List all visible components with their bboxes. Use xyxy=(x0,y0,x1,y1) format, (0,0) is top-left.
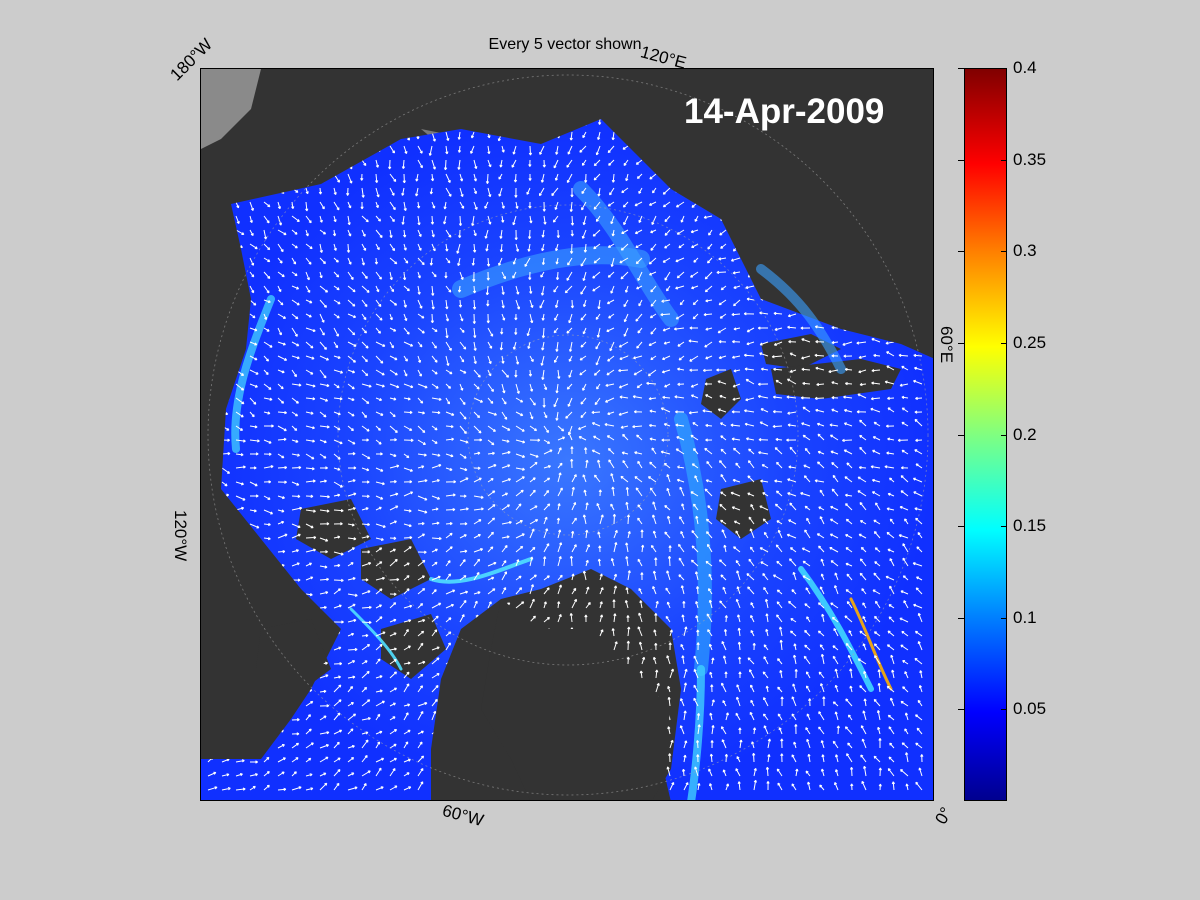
colorbar-tick-label: 0.1 xyxy=(1013,607,1037,627)
figure-title: Every 5 vector shown xyxy=(488,36,642,53)
fast-drift-channels xyxy=(231,181,893,800)
colorbar-tick-mark-left xyxy=(958,434,964,436)
date-label: 14-Apr-2009 xyxy=(684,92,885,131)
colorbar-tick-mark xyxy=(1001,617,1007,619)
coast-gray-nw xyxy=(201,69,261,149)
greenland xyxy=(481,569,681,800)
graticule xyxy=(207,74,929,796)
island-iceland-area xyxy=(716,479,771,539)
colorbar-tick-label: 0.3 xyxy=(1013,241,1037,261)
colorbar-tick-label: 0.2 xyxy=(1013,424,1037,444)
colorbar-tick-mark-left xyxy=(958,526,964,528)
colorbar-tick-mark-left xyxy=(958,251,964,253)
canadian-archipelago-3 xyxy=(256,619,331,699)
colorbar-tick-mark xyxy=(1001,526,1007,528)
colorbar-tick-label: 0.25 xyxy=(1013,332,1047,352)
map-frame xyxy=(200,68,934,801)
colorbar-tick-mark xyxy=(1001,68,1007,69)
colorbar-tick-label: 0.35 xyxy=(1013,149,1047,169)
island-svalbard xyxy=(701,369,741,419)
colorbar-tick-mark-left xyxy=(958,342,964,344)
edge-label-0: 0° xyxy=(931,803,956,828)
colorbar-tick-label: 0.4 xyxy=(1013,58,1037,77)
colorbar-tick-mark-left xyxy=(958,709,964,711)
colorbar-tick-label: 0.15 xyxy=(1013,516,1047,536)
colorbar-tick-mark-left xyxy=(958,159,964,161)
colorbar-tick-mark xyxy=(1001,251,1007,253)
edge-label-60w: 60°W xyxy=(440,800,486,831)
canadian-archipelago-2 xyxy=(361,539,431,599)
ice-drift-map xyxy=(201,69,933,800)
colorbar-tick-mark xyxy=(1001,434,1007,436)
colorbar-tick-mark xyxy=(1001,709,1007,711)
colorbar-tick-label: 0.05 xyxy=(1013,699,1047,719)
colorbar-tick-mark-left xyxy=(958,68,964,69)
colorbar-tick-mark xyxy=(1001,159,1007,161)
edge-label-120w: 120°W xyxy=(171,510,190,562)
edge-label-60e: 60°E xyxy=(937,326,956,364)
colorbar-tick-mark-left xyxy=(958,617,964,619)
colorbar-tick-mark xyxy=(1001,342,1007,344)
